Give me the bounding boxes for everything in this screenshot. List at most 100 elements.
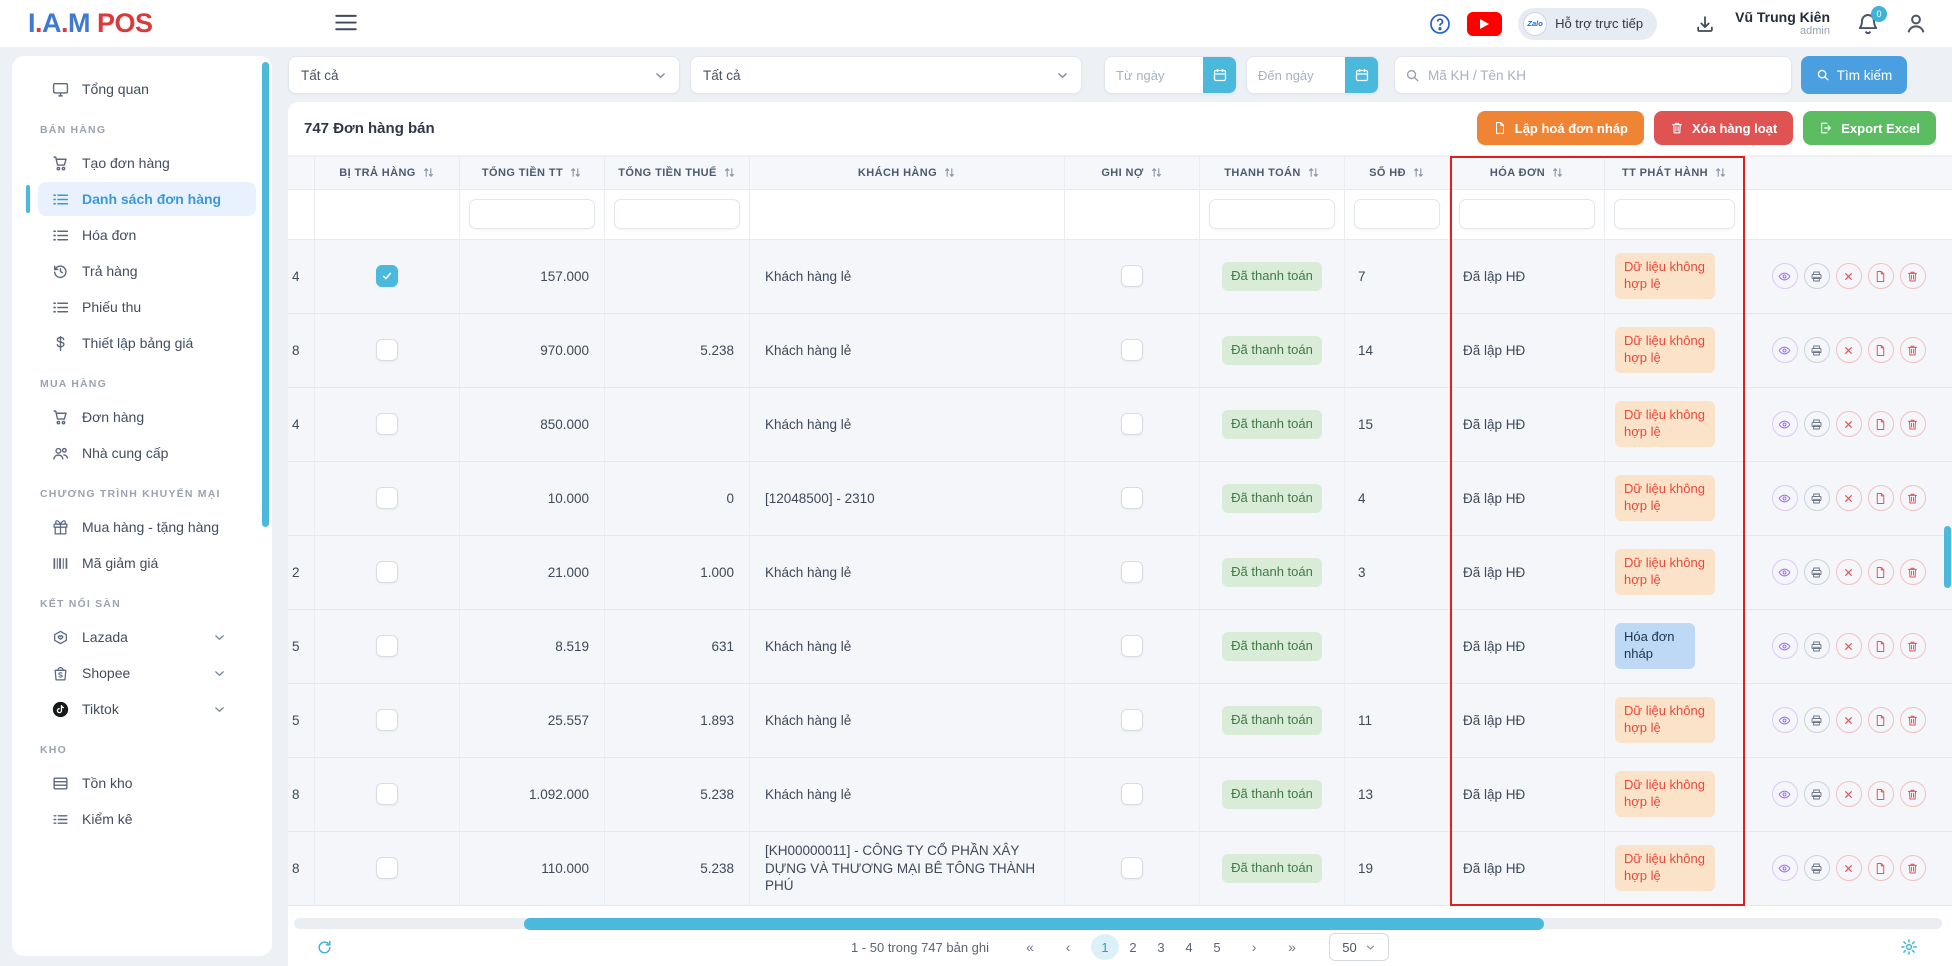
view-order-button[interactable] (1771, 633, 1798, 660)
invoice-file-button[interactable] (1867, 411, 1894, 438)
sort-icon[interactable] (569, 166, 582, 179)
column-filter-input-tong-tien-tt[interactable] (469, 199, 595, 230)
pagination-page-1[interactable]: 1 (1091, 934, 1120, 961)
pagination-prev-button[interactable]: ‹ (1065, 939, 1071, 956)
settings-gear-button[interactable] (1900, 938, 1918, 956)
debt-checkbox[interactable] (1121, 265, 1143, 288)
delete-order-button[interactable] (1899, 707, 1926, 734)
delete-order-button[interactable] (1899, 559, 1926, 586)
filter-select-2[interactable]: Tất cả (690, 56, 1082, 94)
view-order-button[interactable] (1771, 337, 1798, 364)
col-header-hoa-don[interactable]: HÓA ĐƠN (1450, 155, 1605, 190)
hamburger-menu-icon[interactable] (335, 14, 357, 31)
invoice-file-button[interactable] (1867, 855, 1894, 882)
horizontal-scrollbar-thumb[interactable] (524, 917, 1544, 930)
bulk-delete-button[interactable]: Xóa hàng loạt (1654, 111, 1794, 146)
sidebar-item-don-hang[interactable]: Đơn hàng (38, 400, 256, 434)
print-order-button[interactable] (1803, 855, 1830, 882)
delete-order-button[interactable] (1899, 855, 1926, 882)
calendar-icon[interactable] (1203, 57, 1236, 93)
cancel-order-button[interactable] (1835, 337, 1862, 364)
sidebar-item-tao-don-hang[interactable]: Tạo đơn hàng (38, 146, 256, 180)
print-order-button[interactable] (1803, 485, 1830, 512)
customer-search-input[interactable] (1428, 67, 1781, 83)
view-order-button[interactable] (1771, 559, 1798, 586)
sidebar-scrollbar[interactable] (262, 62, 269, 527)
returned-checkbox[interactable] (376, 857, 398, 880)
col-header-bi-tra-hang[interactable]: BỊ TRẢ HÀNG (315, 155, 460, 190)
sidebar-item-thiet-lap-bang-gia[interactable]: Thiết lập bảng giá (38, 326, 256, 360)
view-order-button[interactable] (1771, 485, 1798, 512)
column-filter-input-hoa-don[interactable] (1459, 199, 1595, 230)
sidebar-item-ma-giam-gia[interactable]: Mã giảm giá (38, 546, 256, 580)
user-block[interactable]: Vũ Trung Kiên admin (1735, 9, 1830, 38)
col-header-thanh-toan[interactable]: THANH TOÁN (1200, 155, 1345, 190)
pagination-page-5[interactable]: 5 (1213, 939, 1221, 955)
view-order-button[interactable] (1771, 855, 1798, 882)
delete-order-button[interactable] (1899, 485, 1926, 512)
sort-icon[interactable] (1150, 166, 1163, 179)
col-header-tong-tien-tt[interactable]: TỔNG TIỀN TT (460, 155, 605, 190)
delete-order-button[interactable] (1899, 781, 1926, 808)
print-order-button[interactable] (1803, 337, 1830, 364)
column-filter-input-so-hd[interactable] (1354, 199, 1440, 230)
filter-select-1[interactable]: Tất cả (288, 56, 680, 94)
returned-checkbox[interactable] (376, 487, 398, 510)
sidebar-item-tra-hang[interactable]: Trả hàng (38, 254, 256, 288)
invoice-file-button[interactable] (1867, 633, 1894, 660)
returned-checkbox[interactable] (376, 783, 398, 806)
cancel-order-button[interactable] (1835, 855, 1862, 882)
sidebar-item-phieu-thu[interactable]: Phiếu thu (38, 290, 256, 324)
invoice-file-button[interactable] (1867, 559, 1894, 586)
delete-order-button[interactable] (1899, 263, 1926, 290)
pagination-page-2[interactable]: 2 (1129, 939, 1137, 955)
view-order-button[interactable] (1771, 781, 1798, 808)
debt-checkbox[interactable] (1121, 635, 1143, 658)
column-filter-input-thanh-toan[interactable] (1209, 199, 1335, 230)
sidebar-item-lazada[interactable]: Lazada (38, 620, 256, 654)
account-icon[interactable] (1904, 12, 1928, 36)
cancel-order-button[interactable] (1835, 263, 1862, 290)
sidebar-item-danh-sach-don-hang[interactable]: Danh sách đơn hàng (26, 182, 256, 216)
cancel-order-button[interactable] (1835, 411, 1862, 438)
pagination-next-button[interactable]: › (1251, 939, 1257, 956)
returned-checkbox[interactable] (376, 339, 398, 362)
sidebar-item-ton-kho[interactable]: Tồn kho (38, 766, 256, 800)
delete-order-button[interactable] (1899, 633, 1926, 660)
sidebar-item-shopee[interactable]: Shopee (38, 656, 256, 690)
pagination-last-button[interactable]: » (1288, 939, 1296, 956)
returned-checkbox[interactable] (376, 265, 398, 288)
print-order-button[interactable] (1803, 263, 1830, 290)
to-date-input[interactable] (1247, 67, 1339, 83)
sort-icon[interactable] (422, 166, 435, 179)
cancel-order-button[interactable] (1835, 485, 1862, 512)
debt-checkbox[interactable] (1121, 783, 1143, 806)
invoice-file-button[interactable] (1867, 485, 1894, 512)
view-order-button[interactable] (1771, 707, 1798, 734)
cancel-order-button[interactable] (1835, 781, 1862, 808)
sort-icon[interactable] (1714, 166, 1727, 179)
sidebar-item-tiktok[interactable]: Tiktok (38, 692, 256, 726)
print-order-button[interactable] (1803, 411, 1830, 438)
column-filter-input-tong-tien-thue[interactable] (614, 199, 740, 230)
print-order-button[interactable] (1803, 781, 1830, 808)
sidebar-item-nha-cung-cap[interactable]: Nhà cung cấp (38, 436, 256, 470)
export-excel-button[interactable]: Export Excel (1803, 111, 1936, 146)
pagination-first-button[interactable]: « (1026, 939, 1034, 956)
delete-order-button[interactable] (1899, 411, 1926, 438)
returned-checkbox[interactable] (376, 561, 398, 584)
debt-checkbox[interactable] (1121, 487, 1143, 510)
returned-checkbox[interactable] (376, 709, 398, 732)
live-support-button[interactable]: Zalo Hỗ trợ trực tiếp (1518, 7, 1658, 40)
print-order-button[interactable] (1803, 559, 1830, 586)
debt-checkbox[interactable] (1121, 339, 1143, 362)
invoice-file-button[interactable] (1867, 781, 1894, 808)
print-order-button[interactable] (1803, 707, 1830, 734)
col-header-ghi-no[interactable]: GHI NỢ (1065, 155, 1200, 190)
invoice-file-button[interactable] (1867, 337, 1894, 364)
col-header-khach-hang[interactable]: KHÁCH HÀNG (750, 155, 1065, 190)
invoice-file-button[interactable] (1867, 263, 1894, 290)
returned-checkbox[interactable] (376, 635, 398, 658)
sort-icon[interactable] (1551, 166, 1564, 179)
sort-icon[interactable] (943, 166, 956, 179)
